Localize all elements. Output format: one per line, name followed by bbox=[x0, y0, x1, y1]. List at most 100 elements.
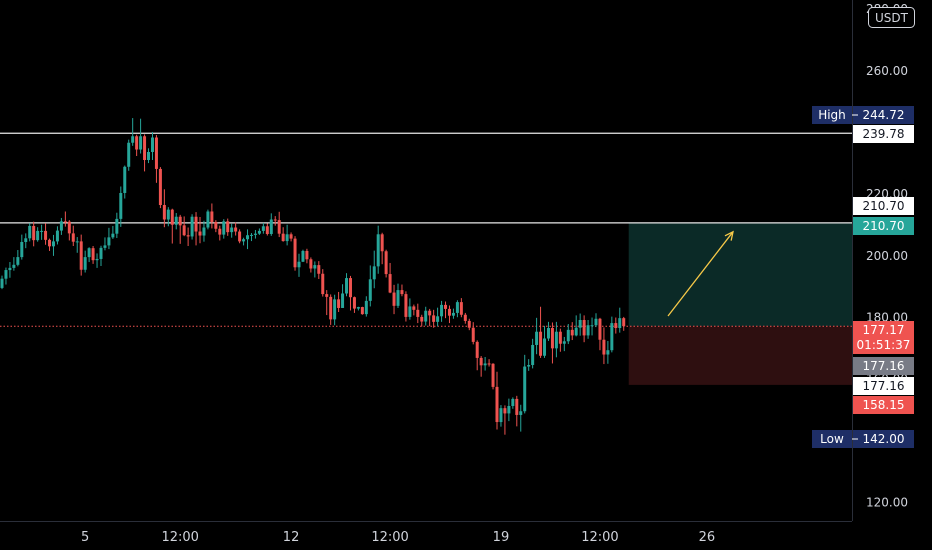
candle-body bbox=[428, 310, 432, 316]
candle-body bbox=[32, 225, 36, 241]
candle-body bbox=[392, 292, 396, 306]
candle-body bbox=[495, 386, 499, 423]
candle-body bbox=[313, 265, 317, 269]
time-tick-label: 12:00 bbox=[161, 530, 198, 545]
candle-body bbox=[523, 366, 527, 412]
candle-body bbox=[162, 205, 166, 220]
candle-body bbox=[598, 318, 602, 340]
price-tag-value: 01:51:37 bbox=[857, 338, 911, 352]
price-tag-value: 210.70 bbox=[863, 219, 905, 233]
candle-body bbox=[321, 273, 325, 295]
candle-body bbox=[590, 325, 594, 327]
candle-body bbox=[242, 239, 246, 242]
candle-body bbox=[539, 331, 543, 356]
candle-body bbox=[424, 310, 428, 322]
price-tag-label-box bbox=[812, 430, 852, 448]
candle-body bbox=[261, 226, 265, 231]
candle-body bbox=[210, 211, 214, 222]
price-tag bbox=[853, 430, 914, 448]
price-tag-value: 177.16 bbox=[863, 379, 905, 393]
candle-body bbox=[95, 258, 99, 261]
candle-body bbox=[447, 308, 451, 316]
candle-body bbox=[345, 278, 349, 294]
price-tag-value: 210.70 bbox=[863, 199, 905, 213]
candle-body bbox=[246, 235, 250, 240]
candle-body bbox=[337, 299, 341, 308]
candle-body bbox=[16, 257, 20, 265]
candle-body bbox=[79, 241, 83, 270]
candle-body bbox=[475, 341, 479, 358]
candle-body bbox=[253, 233, 257, 235]
candle-body bbox=[487, 363, 491, 365]
time-tick-label: 12:00 bbox=[581, 530, 618, 545]
currency-badge[interactable]: USDT bbox=[868, 7, 915, 28]
candle-body bbox=[174, 216, 178, 225]
candle-body bbox=[301, 250, 305, 262]
candle-body bbox=[293, 238, 297, 268]
candle-body bbox=[48, 239, 52, 247]
candle-body bbox=[412, 306, 416, 310]
price-tag bbox=[853, 336, 914, 354]
candle-body bbox=[202, 227, 206, 236]
candle-body bbox=[550, 328, 554, 349]
candle-body bbox=[55, 230, 59, 242]
price-tag bbox=[853, 106, 914, 124]
candle-body bbox=[166, 209, 170, 220]
candle-body bbox=[376, 234, 380, 267]
candle-body bbox=[127, 142, 131, 167]
candle-body bbox=[404, 294, 408, 317]
price-tag-label-box bbox=[812, 106, 852, 124]
candle-body bbox=[483, 363, 487, 366]
candle-body bbox=[0, 278, 4, 288]
candle-body bbox=[491, 363, 495, 387]
price-tag-value: 244.72 bbox=[863, 108, 905, 122]
time-axis[interactable]: 5 12:00 12 12:00 19 12:00 26 bbox=[81, 530, 715, 545]
price-tag-value: 142.00 bbox=[863, 432, 905, 446]
position-zones bbox=[628, 222, 852, 385]
stop-zone[interactable] bbox=[628, 326, 852, 385]
candle-body bbox=[558, 331, 562, 344]
candle-body bbox=[257, 230, 261, 234]
candle-body bbox=[463, 314, 467, 321]
candle-body bbox=[602, 339, 606, 355]
candle-body bbox=[396, 290, 400, 306]
candle-body bbox=[384, 251, 388, 275]
candle-body bbox=[40, 230, 44, 232]
candle-body bbox=[309, 259, 313, 269]
candle-body bbox=[305, 250, 309, 260]
price-tick-label: 120.00 bbox=[866, 496, 908, 510]
target-zone[interactable] bbox=[628, 222, 852, 327]
candle-body bbox=[206, 211, 210, 228]
candle-body bbox=[222, 221, 226, 235]
candle-body bbox=[289, 234, 293, 239]
candle-body bbox=[479, 357, 483, 366]
candle-body bbox=[471, 327, 475, 342]
price-tag bbox=[853, 217, 914, 235]
candle-body bbox=[368, 279, 372, 301]
candle-body bbox=[420, 316, 424, 322]
price-tag-value: 177.17 bbox=[863, 323, 905, 337]
price-tag-value: 158.15 bbox=[863, 398, 905, 412]
candle-body bbox=[249, 234, 253, 236]
candle-body bbox=[297, 261, 301, 268]
price-tag bbox=[853, 357, 914, 375]
candle-body bbox=[467, 320, 471, 328]
candle-body bbox=[139, 136, 143, 150]
candle-body bbox=[372, 266, 376, 280]
candle-body bbox=[554, 331, 558, 349]
candle-body bbox=[71, 233, 75, 242]
candle-body bbox=[352, 297, 356, 309]
price-tick-label: 260.00 bbox=[866, 64, 908, 78]
time-tick-label: 19 bbox=[493, 530, 510, 545]
trend-arrow[interactable] bbox=[667, 231, 734, 317]
candle-body bbox=[451, 312, 455, 316]
candle-body bbox=[59, 221, 63, 231]
candle-body bbox=[380, 234, 384, 252]
price-tick-label: 200.00 bbox=[866, 249, 908, 263]
candle-body bbox=[503, 408, 507, 414]
candle-body bbox=[578, 319, 582, 328]
candle-body bbox=[186, 235, 190, 237]
candle-body bbox=[182, 225, 186, 236]
candle-body bbox=[436, 316, 440, 322]
